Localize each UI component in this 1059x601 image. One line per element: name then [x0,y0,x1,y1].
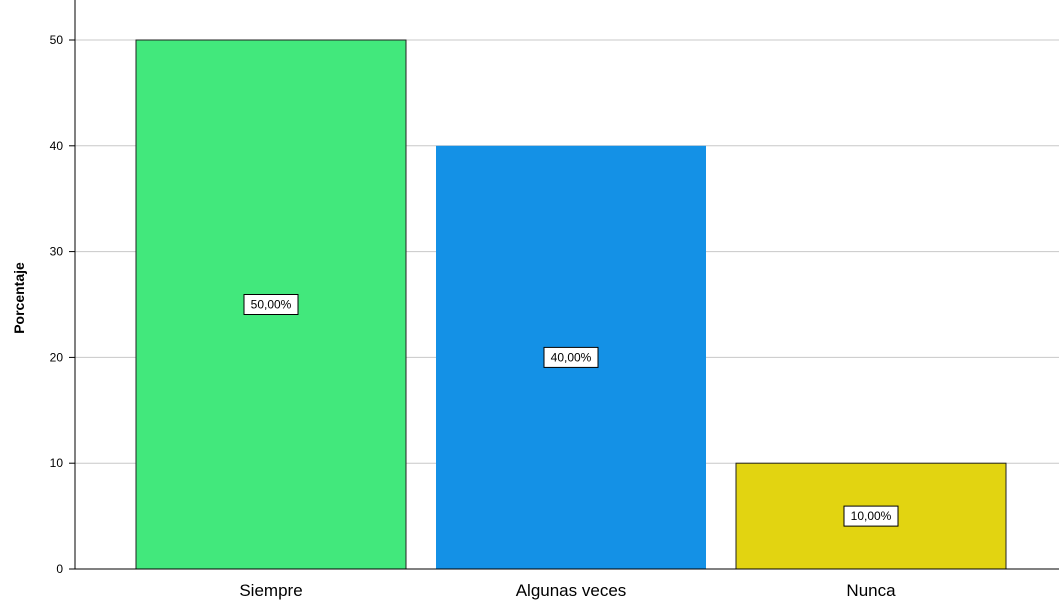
y-tick-label: 50 [50,33,64,47]
y-tick-label: 0 [56,562,63,576]
data-label-box [243,294,299,315]
x-category-label: Algunas veces [516,581,627,600]
y-axis-ticks: 0 10 20 30 40 50 [50,33,75,576]
x-axis-categories: Siempre Algunas veces Nunca [239,581,896,600]
y-tick-label: 20 [50,350,64,364]
bars: 50,00% 40,00% 10,00% [135,39,1007,570]
data-label: 10,00% [851,509,892,523]
data-label-box [543,346,599,368]
y-tick-label: 40 [50,139,64,153]
x-category-label: Nunca [846,581,896,600]
y-tick-label: 30 [50,245,64,259]
y-tick-label: 10 [50,456,64,470]
data-label-box [843,505,899,527]
x-category-label: Siempre [239,581,302,600]
y-axis-title: Porcentaje [11,262,27,334]
data-label: 50,00% [251,298,292,312]
data-label: 40,00% [551,350,592,364]
